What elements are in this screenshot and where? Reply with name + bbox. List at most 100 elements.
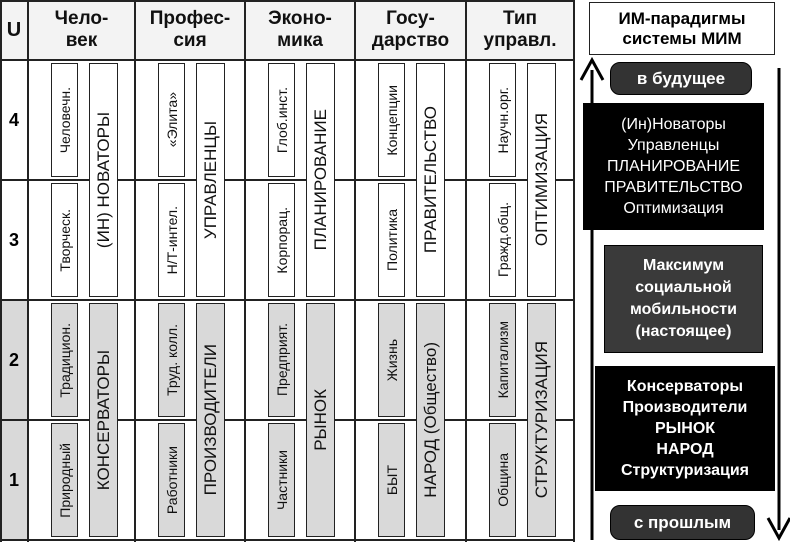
level-label-4: 4 [8,109,19,130]
level-tag-text: Частники [273,449,290,511]
level-tag: Община [489,423,516,537]
column-header-line: Госу- [386,8,435,29]
paradigm-tag-text: (ИН) НОВАТОРЫ [93,111,113,249]
grid-line-vertical [0,0,2,542]
lower-box-line: Производители [622,399,748,416]
level-tag: Глоб.инст. [268,63,295,177]
level-tag-text: Гражд.общ. [494,202,511,278]
paradigm-tag-text: УПРАВЛЕНЦЫ [200,120,220,240]
level-tag-text: Научн.орг. [494,86,511,154]
header-background [0,0,574,60]
future-pill: в будущее [610,62,752,95]
paradigm-tag-text: ПРОИЗВОДИТЕЛИ [200,344,220,496]
paradigm-tag: ОПТИМИЗАЦИЯ [527,63,556,297]
level-tag-text: Природный [56,442,73,518]
column-header-line: сия [173,30,207,51]
column-header-line: управл. [483,30,557,51]
column-header: Чело-век [28,0,135,60]
paradigm-tag-text: НАРОД (Общество) [420,342,440,498]
level-tag: Н/Т-интел. [158,183,185,297]
grid-line-vertical [354,0,356,542]
level-tag: Творческ. [51,183,78,297]
panel-title-line: системы МИМ [622,28,742,48]
level-tag: Частники [268,423,295,537]
column-header-line: Чело- [54,8,109,29]
upper-box-line: Оптимизация [623,200,724,217]
level-tag: Научн.орг. [489,63,516,177]
column-header-line: век [65,30,98,51]
paradigm-tag: НАРОД (Общество) [416,303,445,537]
upper-box-line: ПРАВИТЕЛЬСТВО [604,179,743,196]
level-tag: Предприят. [268,303,295,417]
paradigm-tag: КОНСЕРВАТОРЫ [89,303,118,537]
level-tag-text: Предприят. [273,323,290,397]
middle-box-line: мобильности [630,301,737,318]
grid-line-horizontal [0,179,575,181]
level-tag-text: Человечн. [56,86,73,154]
level-tag-text: Творческ. [56,208,73,272]
column-header: Госу-дарство [355,0,466,60]
level-tag: «Элита» [158,63,185,177]
level-tag-text: Работники [163,445,180,515]
lower-box: Консерваторы Производители РЫНОК НАРОД Струк… [595,366,775,491]
column-header-line: Тип [502,8,538,29]
level-tag-text: Корпорац. [273,206,290,274]
upper-box-line: Управленцы [627,137,720,154]
level-tag-text: Глоб.инст. [273,86,290,154]
column-header: Профес-сия [135,0,245,60]
column-header: Эконо-мика [245,0,355,60]
column-header-line: Эконо- [268,8,332,29]
panel-title-line: ИМ-парадигмы [618,8,746,28]
level-tag-text: Община [494,453,511,507]
level-tag-text: «Элита» [163,92,180,148]
lower-box-line: НАРОД [656,441,714,458]
lower-box-line: РЫНОК [654,420,716,437]
grid-line-vertical [134,0,136,542]
paradigm-tag-text: СТРУКТУРИЗАЦИЯ [531,341,551,499]
level-tag: Корпорац. [268,183,295,297]
lower-box-line: Консерваторы [626,378,744,395]
level-tag-text: Капитализм [494,321,511,399]
panel-title: ИМ-парадигмы системы МИМ [589,2,775,55]
grid-line-vertical [573,0,575,542]
grid-line-horizontal [0,539,575,541]
upper-box-line: ПЛАНИРОВАНИЕ [606,158,741,175]
middle-box: Максимум социальной мобильности (настоящее) [604,245,763,353]
level-tag: Традицион. [51,303,78,417]
grid-line-vertical [244,0,246,542]
grid-line-vertical [27,0,29,542]
grid-line-horizontal [0,299,575,301]
paradigm-tag-text: РЫНОК [310,389,330,451]
level-tag: БЫТ [378,423,405,537]
upper-box-line: (Ин)Новаторы [621,116,726,133]
paradigm-tag-text: ОПТИМИЗАЦИЯ [531,113,551,247]
grid-line-horizontal [0,0,575,2]
level-tag-text: Н/Т-интел. [163,205,180,275]
u-header: U [6,19,22,41]
column-header-line: дарство [371,30,450,51]
level-tag: Труд. колл. [158,303,185,417]
paradigm-tag: ПРАВИТЕЛЬСТВО [416,63,445,297]
upper-box: (Ин)Новаторы Управленцы ПЛАНИРОВАНИЕ ПРАВИТ… [583,103,764,230]
middle-box-line: Максимум [642,257,725,274]
level-tag: Жизнь [378,303,405,417]
paradigm-tag-text: КОНСЕРВАТОРЫ [93,349,113,491]
level-tag-text: БЫТ [383,464,400,496]
past-pill: с прошлым [610,505,755,540]
level-tag: Работники [158,423,185,537]
level-label-1: 1 [8,469,19,490]
middle-box-line: социальной [635,279,732,296]
paradigm-tag-text: ПЛАНИРОВАНИЕ [310,109,330,251]
column-header: Тип управл. [466,0,574,60]
level-tag-text: Концепции [383,84,400,156]
paradigm-tag: СТРУКТУРИЗАЦИЯ [527,303,556,537]
level-tag: Концепции [378,63,405,177]
grid-line-horizontal [0,59,575,61]
level-tag: Природный [51,423,78,537]
level-tag: Капитализм [489,303,516,417]
grid-line-vertical [465,0,467,542]
column-header-line: Профес- [149,8,231,29]
middle-box-line: (настоящее) [635,323,732,340]
column-header-line: мика [277,30,323,51]
